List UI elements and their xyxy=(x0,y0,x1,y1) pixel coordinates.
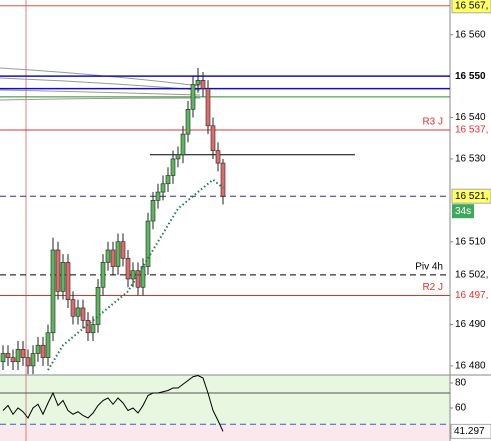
candle-body xyxy=(205,88,211,127)
level-name: R3 J xyxy=(422,117,443,128)
candle-body xyxy=(160,183,166,193)
candle-body xyxy=(75,307,81,317)
price-tag-label: 16 521, xyxy=(455,191,488,202)
candle-body xyxy=(85,320,91,334)
rsi-tag-label: 41.297 xyxy=(454,426,485,437)
candle-body xyxy=(10,357,16,363)
candle-body xyxy=(110,249,116,267)
countdown: 34s xyxy=(455,206,471,217)
candle-body xyxy=(185,108,191,135)
candle-body xyxy=(50,249,56,334)
candle-body xyxy=(120,241,126,259)
candle-body xyxy=(15,349,21,363)
y-tick-label: 16 540 xyxy=(455,112,486,123)
candle-body xyxy=(105,249,111,263)
rsi-tag xyxy=(450,423,491,439)
rsi-zone-upper xyxy=(0,375,450,425)
candle-body xyxy=(130,270,136,280)
candle-body xyxy=(195,79,201,85)
candle-body xyxy=(90,324,96,334)
countdown-tag xyxy=(452,204,474,219)
candle-body xyxy=(155,191,161,201)
price-tag-label: 16 567, xyxy=(455,0,488,11)
y-tick-label: 16 480 xyxy=(455,361,486,372)
candle-body xyxy=(170,158,176,176)
y-tick-label: 16 510 xyxy=(455,236,486,247)
y-tick-label: 16 560 xyxy=(455,29,486,40)
price-tag xyxy=(451,0,491,14)
candle-body xyxy=(175,154,181,160)
rsi-tick-label: 60 xyxy=(455,403,467,414)
level-name: Piv 4h xyxy=(415,261,443,272)
price-tag-label: 16 550 xyxy=(455,71,486,82)
price-tag-label: 16 497, xyxy=(455,290,488,301)
candle-body xyxy=(40,344,46,358)
candle-body xyxy=(0,353,6,363)
rsi-zone-lower xyxy=(0,425,450,441)
candle-body xyxy=(5,353,11,358)
candle-body xyxy=(210,125,216,151)
ma-curve xyxy=(0,89,201,96)
candle-body xyxy=(125,257,131,280)
candle-body xyxy=(70,299,76,317)
candle-body xyxy=(100,262,106,288)
candle-body xyxy=(215,150,221,164)
candle-body xyxy=(45,332,51,358)
candle-body xyxy=(165,175,171,185)
candle-body xyxy=(55,249,61,292)
candle-body xyxy=(115,241,121,267)
price-tag xyxy=(451,188,491,204)
rsi-tick-label: 80 xyxy=(455,378,467,389)
level-name: R2 J xyxy=(422,282,443,293)
candle-body xyxy=(95,286,101,325)
candle-body xyxy=(140,266,146,288)
candle-body xyxy=(65,262,71,300)
candle-body xyxy=(60,262,66,292)
rsi-line xyxy=(2,374,224,432)
candle-body xyxy=(80,307,86,321)
y-tick-label: 16 530 xyxy=(455,154,486,165)
candle-body xyxy=(35,344,41,354)
candle-body xyxy=(145,220,151,267)
candle-body xyxy=(200,79,206,89)
y-tick-label: 16 490 xyxy=(455,319,486,330)
candle-body xyxy=(220,162,226,197)
candle-body xyxy=(180,133,186,156)
ma-curve xyxy=(0,97,201,101)
candle-body xyxy=(30,353,36,367)
candle-body xyxy=(20,349,26,358)
price-tag-label: 16 537, xyxy=(455,125,488,136)
candle-body xyxy=(25,357,31,367)
candle-body xyxy=(190,84,196,110)
price-tag-label: 16 502, xyxy=(455,269,488,280)
candle-body xyxy=(150,200,156,222)
